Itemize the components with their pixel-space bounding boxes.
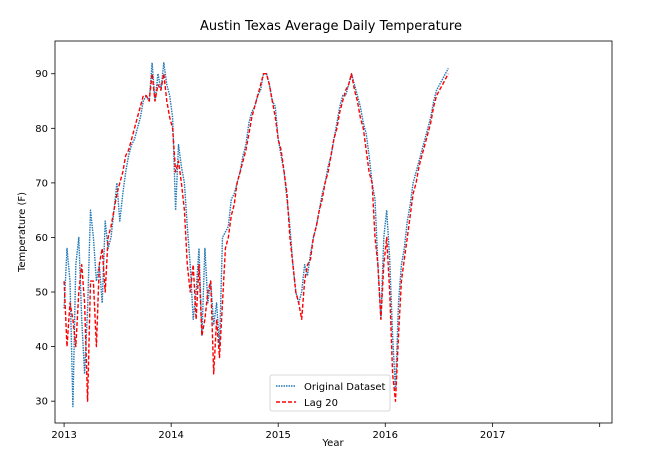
x-axis-label: Year <box>321 438 344 449</box>
chart-title: Austin Texas Average Daily Temperature <box>200 19 462 34</box>
x-tick-label-2015: 2015 <box>265 430 290 441</box>
legend-box <box>269 374 391 412</box>
x-tick-label-2013: 2013 <box>51 430 76 441</box>
y-tick-label-40: 40 <box>35 342 48 353</box>
x-tick-label-2017: 2017 <box>480 430 505 441</box>
plot-frame <box>54 40 613 424</box>
y-tick-label-70: 70 <box>35 178 48 189</box>
plot-area <box>54 40 613 424</box>
y-axis-label: Temperature (F) <box>17 192 28 273</box>
legend-label-original-dataset: Original Dataset <box>304 382 386 393</box>
y-tick-label-60: 60 <box>35 233 48 244</box>
y-tick-label-30: 30 <box>35 397 48 408</box>
legend-label-lag-20: Lag 20 <box>304 398 338 409</box>
y-tick-label-50: 50 <box>35 288 48 299</box>
series-line-original-dataset <box>63 62 449 408</box>
series-line-lag-20 <box>63 73 449 402</box>
x-axis: 2013 2014 2015 2016 2017 <box>51 423 601 441</box>
y-tick-label-90: 90 <box>35 69 48 80</box>
y-tick-label-80: 80 <box>35 124 48 135</box>
series-layer <box>63 62 449 408</box>
x-tick-label-2014: 2014 <box>158 430 183 441</box>
x-tick-label-2016: 2016 <box>373 430 398 441</box>
y-axis: 30 40 50 60 70 80 90 <box>35 69 55 408</box>
legend: Original Dataset Lag 20 <box>269 374 391 412</box>
